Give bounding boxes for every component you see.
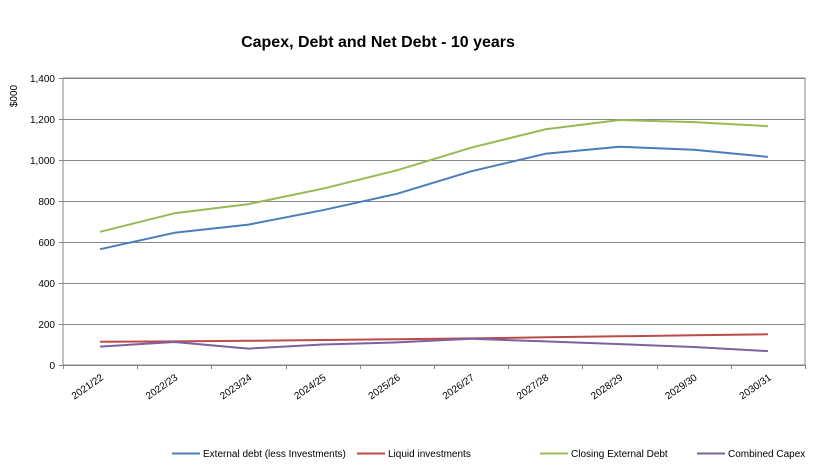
legend-entry: Liquid investments bbox=[388, 449, 471, 460]
y-tick-label: 400 bbox=[38, 279, 55, 290]
gridlines bbox=[59, 77, 806, 369]
y-tick-label: 1,000 bbox=[30, 156, 55, 167]
y-tick-label: 1,400 bbox=[30, 74, 55, 85]
y-axis-label: $000 bbox=[9, 84, 20, 107]
series-line-1 bbox=[100, 333, 768, 343]
y-tick-label: 200 bbox=[38, 320, 55, 331]
x-tick-label: 2028/29 bbox=[589, 372, 625, 402]
plot-area bbox=[62, 77, 806, 366]
x-tick-label: 2023/24 bbox=[218, 372, 254, 402]
series-line-2 bbox=[99, 119, 768, 233]
x-tick-label: 2026/27 bbox=[441, 372, 477, 402]
x-tick-labels: 2021/22 2022/23 2023/24 2024/25 2025/26 2026/… bbox=[70, 372, 774, 402]
legend: External debt (less Investments) Liquid i… bbox=[172, 449, 805, 460]
legend-entry: External debt (less Investments) bbox=[203, 449, 346, 460]
chart-title: Capex, Debt and Net Debt - 10 years bbox=[241, 34, 515, 51]
x-tick-label: 2022/23 bbox=[144, 372, 180, 402]
x-tick-label: 2030/31 bbox=[738, 372, 774, 402]
x-tick-label: 2027/28 bbox=[515, 372, 551, 402]
y-tick-labels: 0 200 400 600 800 1,000 1,200 1,400 bbox=[30, 74, 55, 372]
series-line-0 bbox=[99, 145, 768, 251]
y-tick-label: 600 bbox=[38, 238, 55, 249]
y-tick-label: 800 bbox=[38, 197, 55, 208]
series-lines bbox=[99, 119, 768, 353]
x-tick-label: 2025/26 bbox=[367, 372, 403, 402]
y-tick-label: 1,200 bbox=[30, 115, 55, 126]
x-tick-label: 2024/25 bbox=[292, 372, 328, 402]
legend-entry: Closing External Debt bbox=[571, 449, 668, 460]
x-tick-label: 2029/30 bbox=[663, 372, 699, 402]
series-line-3 bbox=[100, 337, 768, 353]
x-tick-label: 2021/22 bbox=[70, 372, 106, 402]
y-tick-label: 0 bbox=[49, 361, 55, 372]
legend-entry: Combined Capex bbox=[728, 449, 805, 460]
